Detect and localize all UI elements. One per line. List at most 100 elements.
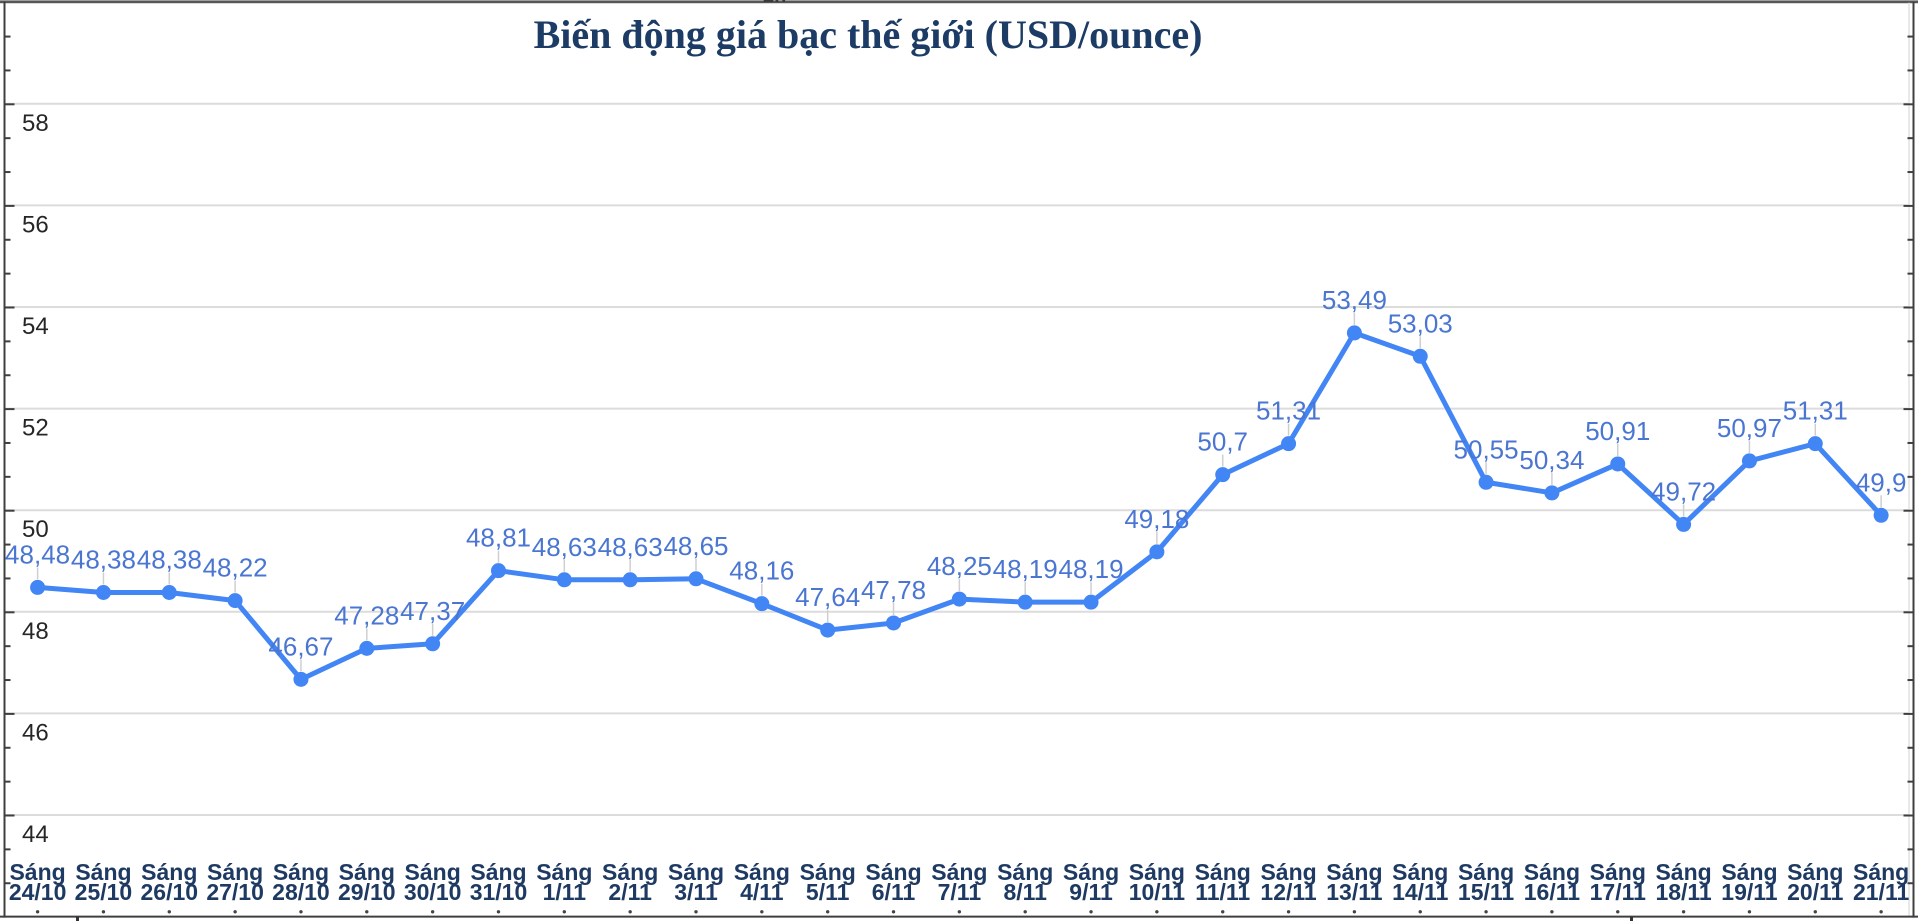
y-axis-label: 54 (22, 313, 49, 340)
bottom-dot-tick (825, 910, 830, 914)
bottom-dot-tick (1879, 910, 1883, 914)
y-axis-label: 46 (22, 719, 49, 746)
bottom-dot-tick (299, 910, 303, 914)
x-axis-label: Sáng (1195, 859, 1251, 885)
x-axis-label: 10/11 (1129, 879, 1185, 905)
bottom-dot-tick (1550, 910, 1554, 914)
point-label: 51,31 (1256, 396, 1321, 426)
x-axis-label: Sáng (931, 859, 987, 885)
x-axis-label: 24/10 (9, 879, 67, 905)
data-point (556, 572, 572, 588)
x-axis-label: Sáng (273, 859, 329, 885)
data-point (359, 640, 375, 656)
data-point (227, 593, 243, 609)
point-label: 49,72 (1651, 476, 1716, 506)
x-axis-label: Sáng (1590, 859, 1646, 885)
x-axis-label: 11/11 (1195, 879, 1250, 905)
data-point (1676, 516, 1692, 532)
y-axis-label: 58 (22, 110, 49, 137)
y-axis-label: 44 (22, 821, 49, 848)
data-point (951, 591, 967, 607)
data-point (30, 579, 46, 595)
x-axis-label: 19/11 (1721, 879, 1777, 905)
point-label: 51,31 (1783, 396, 1848, 426)
data-point (622, 572, 638, 588)
point-label: 46,67 (268, 631, 333, 661)
x-axis-label: 17/11 (1590, 879, 1646, 905)
x-axis-label: Sáng (668, 859, 724, 885)
x-axis-label: 15/11 (1458, 879, 1514, 905)
x-axis-label: 20/11 (1787, 879, 1843, 905)
bottom-dot-tick (1221, 910, 1225, 914)
x-axis-label: 31/10 (470, 879, 528, 905)
data-point (293, 671, 309, 687)
point-label: 50,34 (1519, 445, 1584, 475)
bottom-dot-tick (430, 910, 435, 914)
bottom-dot-tick (1352, 910, 1357, 914)
bottom-dot-tick (101, 910, 106, 914)
x-axis-label: 4/11 (740, 879, 784, 905)
x-axis-label: 18/11 (1655, 879, 1711, 905)
bottom-dot-tick (891, 910, 896, 914)
point-label: 53,49 (1322, 285, 1387, 315)
x-axis-label: Sáng (470, 859, 526, 885)
x-axis-label: 6/11 (872, 879, 916, 905)
bottom-dot-tick (233, 910, 237, 914)
y-axis-label: 56 (22, 211, 49, 238)
point-label: 48,38 (71, 544, 136, 574)
bottom-dot-tick (496, 910, 501, 914)
x-axis-label: Sáng (141, 859, 197, 885)
x-axis-label: 7/11 (938, 879, 982, 905)
data-point (754, 596, 770, 612)
x-axis-label: Sáng (1326, 859, 1382, 885)
bottom-dot-tick (1484, 910, 1488, 914)
x-axis-label: Sáng (207, 859, 263, 885)
x-axis-label: 30/10 (404, 879, 462, 905)
data-point (1149, 544, 1165, 560)
point-label: 48,16 (729, 556, 794, 586)
data-point (886, 615, 902, 631)
x-axis-label: 3/11 (674, 879, 718, 905)
x-axis-label: Sáng (9, 859, 65, 885)
x-axis-label: 5/11 (806, 879, 850, 905)
point-label: 47,78 (861, 575, 926, 605)
point-label: 48,25 (927, 551, 992, 581)
x-axis-label: Sáng (1524, 859, 1580, 885)
data-point (1478, 474, 1494, 490)
data-point (1741, 453, 1757, 469)
bottom-dot-tick (1155, 910, 1159, 914)
data-point (95, 584, 111, 600)
data-point (1281, 436, 1297, 452)
data-point (1215, 467, 1231, 483)
data-point (1083, 594, 1099, 610)
x-axis-label: 1/11 (543, 879, 587, 905)
point-label: 47,28 (334, 600, 399, 630)
x-axis-label: Sáng (1787, 859, 1843, 885)
x-axis-label: Sáng (405, 859, 461, 885)
x-axis-label: 28/10 (272, 879, 330, 905)
point-label: 48,48 (5, 539, 70, 569)
point-label: 53,03 (1388, 308, 1453, 338)
data-point (425, 636, 441, 652)
y-axis-label: 50 (22, 516, 49, 543)
x-axis-label: 13/11 (1326, 879, 1382, 905)
data-point (490, 563, 506, 579)
x-axis-label: Sáng (1458, 859, 1514, 885)
data-point (688, 571, 704, 587)
x-axis-label: 14/11 (1392, 879, 1448, 905)
bottom-dot-tick (1089, 910, 1093, 914)
point-label: 48,65 (663, 531, 728, 561)
clipped-text-fragment: 2h (763, 0, 797, 6)
x-axis-label: Sáng (865, 859, 921, 885)
data-point (1412, 348, 1428, 364)
x-axis-label: Sáng (1721, 859, 1777, 885)
bottom-dot-tick (957, 910, 962, 914)
x-axis-label: Sáng (1853, 859, 1909, 885)
data-point (1807, 436, 1823, 452)
bottom-dot-tick (1286, 910, 1291, 914)
data-point (1873, 507, 1889, 523)
point-label: 48,63 (598, 532, 663, 562)
point-label: 48,19 (1059, 554, 1124, 584)
point-label: 48,22 (203, 553, 268, 583)
